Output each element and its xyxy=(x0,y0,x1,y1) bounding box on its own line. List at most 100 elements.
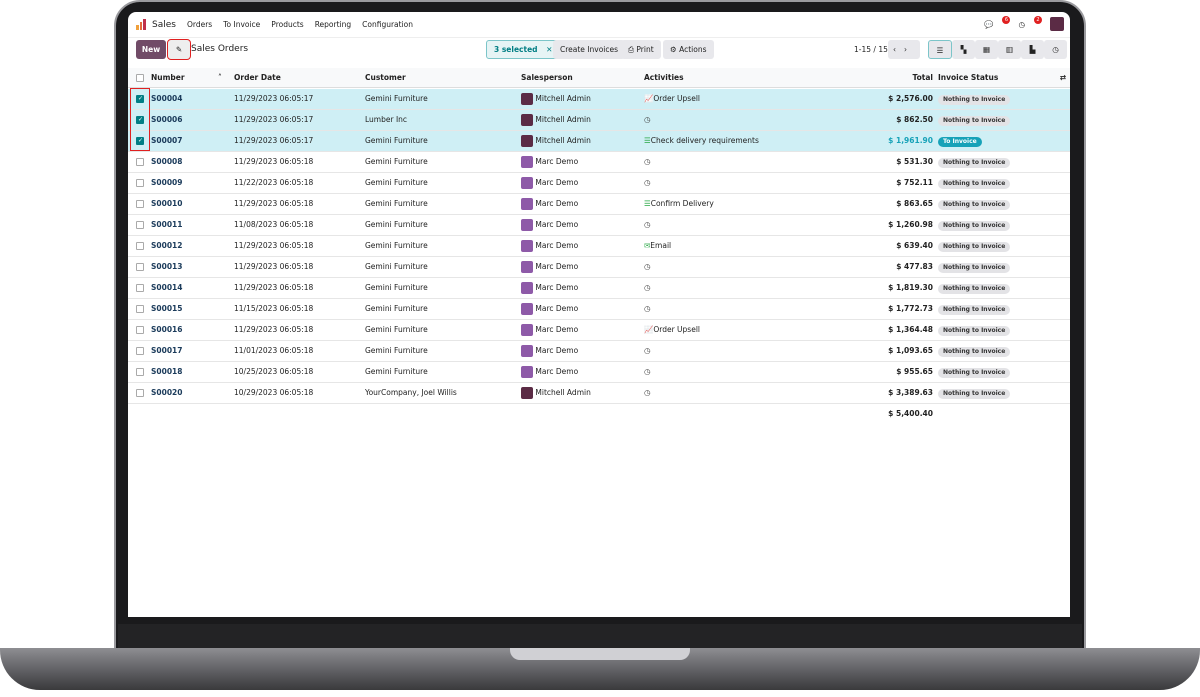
user-avatar[interactable] xyxy=(1050,17,1064,31)
table-row[interactable]: S00020 10/29/2023 06:05:18 YourCompany, … xyxy=(128,383,1070,404)
table-row[interactable]: S00018 10/25/2023 06:05:18 Gemini Furnit… xyxy=(128,362,1070,383)
select-all-checkbox[interactable] xyxy=(136,74,144,82)
order-number[interactable]: S00017 xyxy=(151,346,183,355)
activity[interactable]: ◷ xyxy=(644,383,651,403)
invoice-status: Nothing to Invoice xyxy=(938,257,1011,277)
menu-configuration[interactable]: Configuration xyxy=(362,20,414,29)
order-number[interactable]: S00006 xyxy=(151,115,183,124)
activity[interactable]: 📈Order Upsell xyxy=(644,320,700,340)
row-checkbox[interactable] xyxy=(136,263,144,271)
messages-button[interactable]: 💬 6 xyxy=(984,15,1011,29)
order-number[interactable]: S00015 xyxy=(151,304,183,313)
col-total[interactable]: Total xyxy=(912,73,934,82)
activity[interactable]: ◷ xyxy=(644,278,651,298)
col-order-date[interactable]: Order Date xyxy=(234,73,281,82)
clock-icon: ◷ xyxy=(644,262,651,271)
col-salesperson[interactable]: Salesperson xyxy=(521,73,573,82)
menu-to-invoice[interactable]: To Invoice xyxy=(223,20,261,29)
menu-products[interactable]: Products xyxy=(271,20,304,29)
order-total: $ 955.65 xyxy=(896,367,933,376)
row-checkbox[interactable] xyxy=(136,158,144,166)
pager-prev-icon[interactable]: ‹ xyxy=(893,45,904,54)
row-checkbox[interactable] xyxy=(136,95,144,103)
activity[interactable]: ◷ xyxy=(644,173,651,193)
menu-reporting[interactable]: Reporting xyxy=(314,20,352,29)
row-checkbox[interactable] xyxy=(136,116,144,124)
table-row[interactable]: S00008 11/29/2023 06:05:18 Gemini Furnit… xyxy=(128,152,1070,173)
activities-button[interactable]: ◷ 2 xyxy=(1018,15,1042,29)
table-row[interactable]: S00017 11/01/2023 06:05:18 Gemini Furnit… xyxy=(128,341,1070,362)
list-view-button[interactable]: ☰ xyxy=(928,40,952,59)
row-checkbox[interactable] xyxy=(136,305,144,313)
order-number[interactable]: S00013 xyxy=(151,262,183,271)
create-invoices-button[interactable]: Create Invoices xyxy=(553,40,626,59)
col-customer[interactable]: Customer xyxy=(365,73,406,82)
order-number[interactable]: S00014 xyxy=(151,283,183,292)
table-row[interactable]: S00010 11/29/2023 06:05:18 Gemini Furnit… xyxy=(128,194,1070,215)
pager-next-icon[interactable]: › xyxy=(904,45,915,54)
status-badge: Nothing to Invoice xyxy=(938,263,1011,273)
order-number[interactable]: S00007 xyxy=(151,136,183,145)
calendar-view-button[interactable]: ▦ xyxy=(975,40,998,59)
order-number[interactable]: S00010 xyxy=(151,199,183,208)
table-row[interactable]: S00012 11/29/2023 06:05:18 Gemini Furnit… xyxy=(128,236,1070,257)
activity[interactable]: ◷ xyxy=(644,362,651,382)
order-number[interactable]: S00004 xyxy=(151,94,183,103)
row-checkbox[interactable] xyxy=(136,347,144,355)
row-checkbox[interactable] xyxy=(136,284,144,292)
col-number[interactable]: Number xyxy=(151,73,185,82)
activity[interactable]: ◷ xyxy=(644,257,651,277)
order-number[interactable]: S00018 xyxy=(151,367,183,376)
row-checkbox[interactable] xyxy=(136,221,144,229)
order-number[interactable]: S00012 xyxy=(151,241,183,250)
table-row[interactable]: S00011 11/08/2023 06:05:18 Gemini Furnit… xyxy=(128,215,1070,236)
app-name[interactable]: Sales xyxy=(152,19,176,30)
table-row[interactable]: S00014 11/29/2023 06:05:18 Gemini Furnit… xyxy=(128,278,1070,299)
row-checkbox[interactable] xyxy=(136,242,144,250)
activity[interactable]: ◷ xyxy=(644,110,651,130)
order-number[interactable]: S00020 xyxy=(151,388,183,397)
activity[interactable]: ☰Check delivery requirements xyxy=(644,131,759,151)
actions-button[interactable]: ⚙ Actions xyxy=(663,40,714,59)
row-checkbox[interactable] xyxy=(136,200,144,208)
activity[interactable]: ✉Email xyxy=(644,236,671,256)
table-row[interactable]: S00007 11/29/2023 06:05:17 Gemini Furnit… xyxy=(128,131,1070,152)
activity[interactable]: 📈Order Upsell xyxy=(644,89,700,109)
activity[interactable]: ◷ xyxy=(644,341,651,361)
selected-count[interactable]: 3 selected ✕ xyxy=(486,40,561,59)
activity-view-button[interactable]: ◷ xyxy=(1044,40,1067,59)
row-checkbox[interactable] xyxy=(136,326,144,334)
order-number[interactable]: S00016 xyxy=(151,325,183,334)
table-row[interactable]: S00013 11/29/2023 06:05:18 Gemini Furnit… xyxy=(128,257,1070,278)
row-checkbox[interactable] xyxy=(136,368,144,376)
table-row[interactable]: S00006 11/29/2023 06:05:17 Lumber Inc Mi… xyxy=(128,110,1070,131)
kanban-view-button[interactable]: ▚ xyxy=(952,40,975,59)
pivot-view-button[interactable]: ▥ xyxy=(998,40,1021,59)
order-number[interactable]: S00009 xyxy=(151,178,183,187)
activity[interactable]: ◷ xyxy=(644,299,651,319)
pager-value[interactable]: 1-15 / 15 xyxy=(854,45,888,54)
activity[interactable]: ☰Confirm Delivery xyxy=(644,194,714,214)
col-activities[interactable]: Activities xyxy=(644,73,684,82)
table-row[interactable]: S00015 11/15/2023 06:05:18 Gemini Furnit… xyxy=(128,299,1070,320)
order-number[interactable]: S00011 xyxy=(151,220,183,229)
print-button[interactable]: ⎙ Print xyxy=(621,40,661,59)
row-checkbox[interactable] xyxy=(136,137,144,145)
activity[interactable]: ◷ xyxy=(644,215,651,235)
new-button[interactable]: New xyxy=(136,40,166,59)
col-invoice-status[interactable]: Invoice Status xyxy=(938,73,999,82)
clear-selection-icon[interactable]: ✕ xyxy=(546,45,553,54)
table-row[interactable]: S00009 11/22/2023 06:05:18 Gemini Furnit… xyxy=(128,173,1070,194)
attach-button[interactable]: ✎ xyxy=(167,39,191,60)
table-row[interactable]: S00004 11/29/2023 06:05:17 Gemini Furnit… xyxy=(128,89,1070,110)
optional-columns-icon[interactable]: ⇄ xyxy=(1059,73,1066,82)
status-badge: Nothing to Invoice xyxy=(938,200,1011,210)
row-checkbox[interactable] xyxy=(136,179,144,187)
activity[interactable]: ◷ xyxy=(644,152,651,172)
table-row[interactable]: S00016 11/29/2023 06:05:18 Gemini Furnit… xyxy=(128,320,1070,341)
row-checkbox[interactable] xyxy=(136,389,144,397)
sort-asc-icon[interactable]: ˄ xyxy=(218,73,222,82)
graph-view-button[interactable]: ▙ xyxy=(1021,40,1044,59)
menu-orders[interactable]: Orders xyxy=(186,20,213,29)
order-number[interactable]: S00008 xyxy=(151,157,183,166)
